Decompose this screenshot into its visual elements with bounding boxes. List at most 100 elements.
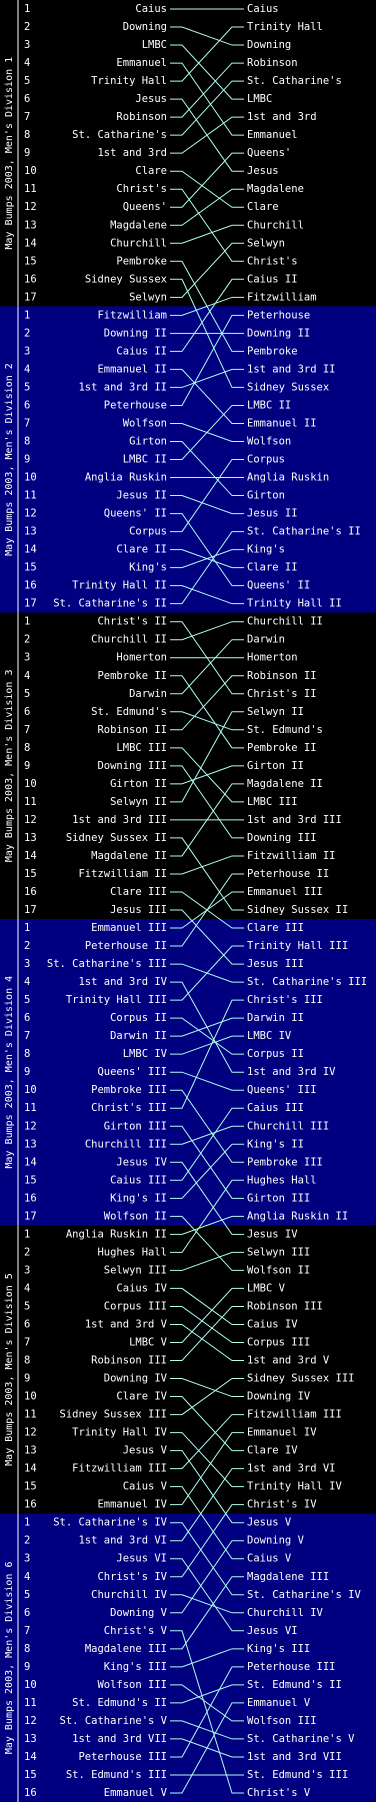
start-crew: Trinity Hall xyxy=(91,75,167,87)
finish-crew: Wolfson II xyxy=(247,1264,310,1276)
start-crew: Downing III xyxy=(97,760,167,772)
finish-crew: Hughes Hall xyxy=(247,1174,317,1186)
position-number: 6 xyxy=(24,1607,30,1619)
start-crew: 1st and 3rd VII xyxy=(72,1733,167,1745)
finish-crew: Darwin II xyxy=(247,1012,304,1024)
crew-line xyxy=(170,873,244,947)
finish-crew: Sidney Sussex xyxy=(247,381,329,393)
finish-crew: LMBC xyxy=(247,93,272,105)
start-crew: Emmanuel III xyxy=(91,922,167,934)
position-number: 6 xyxy=(24,706,30,718)
position-number: 16 xyxy=(24,1499,37,1511)
crew-line xyxy=(170,765,244,839)
start-crew: Fitzwilliam II xyxy=(78,868,167,880)
finish-crew: Pembroke II xyxy=(247,742,317,754)
start-crew: St. Catharine's II xyxy=(53,598,167,610)
finish-crew: LMBC II xyxy=(247,399,291,411)
start-crew: Emmanuel II xyxy=(97,363,167,375)
position-number: 12 xyxy=(24,1715,37,1727)
finish-crew: St. Catharine's III xyxy=(247,976,367,988)
start-crew: Sidney Sussex II xyxy=(66,832,167,844)
crew-line xyxy=(170,26,244,46)
position-number: 15 xyxy=(24,1174,37,1186)
position-number: 9 xyxy=(24,1373,30,1385)
finish-crew: Trinity Hall xyxy=(247,21,323,33)
finish-crew: Downing II xyxy=(247,327,310,339)
finish-crew: Anglia Ruskin xyxy=(247,472,329,484)
crew-line xyxy=(170,459,244,533)
start-crew: Homerton xyxy=(116,652,167,664)
start-crew: Corpus II xyxy=(110,1012,167,1024)
position-number: 10 xyxy=(24,165,37,177)
position-number: 4 xyxy=(24,57,30,69)
crew-line xyxy=(170,1558,244,1632)
finish-crew: Fitzwilliam II xyxy=(247,850,336,862)
position-number: 14 xyxy=(24,1463,37,1475)
position-number: 3 xyxy=(24,958,30,970)
crew-line xyxy=(170,1684,244,1722)
division-title: May Bumps 2003, Men's Division 5 xyxy=(4,1273,15,1466)
finish-crew: Churchill xyxy=(247,219,304,231)
finish-crew: Clare IV xyxy=(247,1445,298,1457)
position-number: 8 xyxy=(24,1048,30,1060)
finish-crew: 1st and 3rd VI xyxy=(247,1463,336,1475)
position-number: 1 xyxy=(24,922,30,934)
crew-line xyxy=(170,1287,244,1343)
crew-line xyxy=(170,711,244,731)
position-number: 15 xyxy=(24,1481,37,1493)
start-crew: Pembroke xyxy=(116,255,167,267)
position-number: 2 xyxy=(24,634,30,646)
position-number: 8 xyxy=(24,1355,30,1367)
position-number: 11 xyxy=(24,183,37,195)
position-number: 7 xyxy=(24,724,30,736)
start-crew: Caius xyxy=(135,3,167,15)
division-background xyxy=(0,612,376,920)
finish-crew: Corpus xyxy=(247,454,285,466)
finish-crew: Wolfson xyxy=(247,435,291,447)
crew-line xyxy=(170,224,244,244)
finish-crew: 1st and 3rd III xyxy=(247,814,342,826)
position-number: 13 xyxy=(24,832,37,844)
position-number: 7 xyxy=(24,1030,30,1042)
position-number: 12 xyxy=(24,1427,37,1439)
finish-crew: Jesus II xyxy=(247,508,298,520)
position-number: 13 xyxy=(24,1138,37,1150)
start-crew: Christ's xyxy=(116,183,167,195)
start-crew: King's III xyxy=(104,1661,167,1673)
start-crew: 1st and 3rd VI xyxy=(78,1535,167,1547)
position-number: 13 xyxy=(24,526,37,538)
position-number: 7 xyxy=(24,1336,30,1348)
finish-crew: Girton xyxy=(247,490,285,502)
start-crew: Trinity Hall III xyxy=(66,994,167,1006)
position-number: 9 xyxy=(24,1066,30,1078)
start-crew: Downing V xyxy=(110,1607,168,1619)
crew-line xyxy=(170,855,244,875)
start-crew: Christ's III xyxy=(91,1102,167,1114)
finish-crew: Christ's II xyxy=(247,688,317,700)
division-title: May Bumps 2003, Men's Division 4 xyxy=(4,976,15,1169)
finish-crew: Peterhouse III xyxy=(247,1661,336,1673)
position-number: 1 xyxy=(24,3,30,15)
position-number: 1 xyxy=(24,616,30,628)
finish-crew: Selwyn III xyxy=(247,1246,310,1258)
start-crew: Magdalene III xyxy=(85,1643,167,1655)
start-crew: Pembroke II xyxy=(97,670,167,682)
start-crew: Emmanuel V xyxy=(104,1787,168,1799)
position-number: 9 xyxy=(24,760,30,772)
finish-crew: Corpus III xyxy=(247,1336,310,1348)
start-crew: Corpus III xyxy=(104,1300,167,1312)
finish-crew: St. Edmund's xyxy=(247,724,323,736)
crew-line xyxy=(170,80,244,136)
start-crew: 1st and 3rd III xyxy=(72,814,167,826)
division-background xyxy=(0,306,376,613)
finish-crew: Caius II xyxy=(247,273,298,285)
start-crew: King's xyxy=(129,562,167,574)
start-crew: Trinity Hall IV xyxy=(72,1427,168,1439)
crew-line xyxy=(170,1125,244,1145)
start-crew: Caius V xyxy=(123,1481,168,1493)
start-crew: Emmanuel xyxy=(116,57,167,69)
start-crew: St. Catharine's xyxy=(72,129,167,141)
position-number: 5 xyxy=(24,1589,30,1601)
finish-crew: St. Edmund's II xyxy=(247,1679,342,1691)
